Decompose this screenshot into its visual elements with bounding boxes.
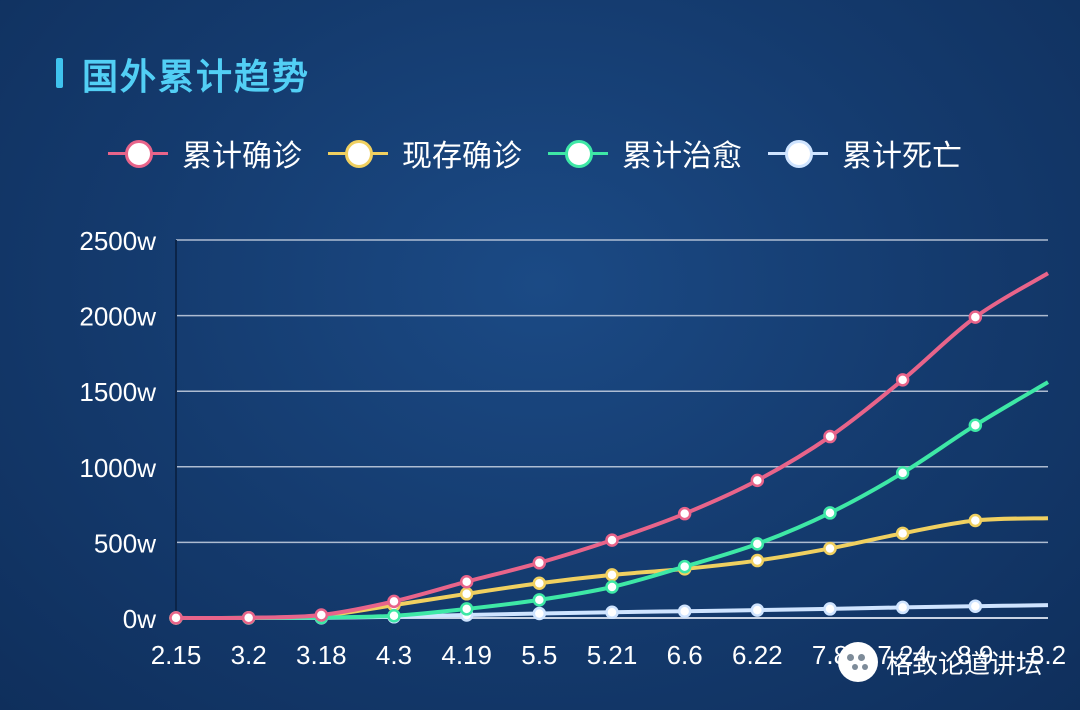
point-confirmed <box>459 574 474 589</box>
y-tick-label: 1000w <box>79 453 156 483</box>
point-deaths <box>895 600 910 615</box>
x-tick-label: 8.2 <box>1030 640 1066 670</box>
x-tick-label: 2.15 <box>151 640 202 670</box>
legend-marker-confirmed <box>108 133 168 173</box>
point-recovered <box>677 559 692 574</box>
series-line-confirmed <box>175 271 1050 620</box>
y-tick-label: 0w <box>123 604 156 634</box>
legend-label-current: 现存确诊 <box>402 139 522 174</box>
y-tick-label: 2000w <box>79 302 156 332</box>
legend-item-confirmed[interactable]: 累计确诊 <box>108 131 302 175</box>
point-deaths <box>823 602 837 616</box>
point-current <box>968 513 983 528</box>
point-confirmed <box>532 556 547 570</box>
x-tick-label: 6.22 <box>732 640 783 670</box>
x-tick-label: 5.21 <box>587 640 638 670</box>
point-confirmed <box>314 608 329 622</box>
point-current <box>532 576 547 590</box>
x-tick-label: 4.19 <box>441 640 492 670</box>
chart-title: 国外累计趋势 <box>82 57 311 98</box>
legend-label-recovered: 累计治愈 <box>622 139 742 174</box>
point-confirmed <box>387 594 401 609</box>
watermark: 格致论道讲坛 <box>838 640 1042 684</box>
x-tick-label: 8.9 <box>957 640 993 670</box>
x-tick-label: 7.24 <box>877 640 928 670</box>
point-deaths <box>677 604 692 618</box>
legend: 累计确诊 现存确诊 累计治愈 累计死亡 <box>108 128 988 178</box>
point-current <box>895 526 910 541</box>
point-recovered <box>895 466 910 480</box>
point-confirmed <box>241 610 256 625</box>
y-tick-label: 500w <box>94 528 156 558</box>
point-confirmed <box>823 429 837 444</box>
legend-item-recovered[interactable]: 累计治愈 <box>548 131 742 175</box>
legend-item-deaths[interactable]: 累计死亡 <box>768 131 962 175</box>
x-tick-label: 3.2 <box>231 640 267 670</box>
point-deaths <box>605 605 619 620</box>
watermark-text: 格致论道讲坛 <box>886 649 1043 680</box>
legend-item-current[interactable]: 现存确诊 <box>328 131 522 175</box>
point-confirmed <box>750 473 765 488</box>
x-tick-label: 3.18 <box>296 640 347 670</box>
point-recovered <box>532 593 547 607</box>
point-recovered <box>750 537 765 551</box>
point-confirmed <box>895 373 910 387</box>
point-confirmed <box>605 533 619 547</box>
point-current <box>750 553 765 568</box>
legend-label-confirmed: 累计确诊 <box>182 139 302 174</box>
point-confirmed <box>169 611 183 625</box>
y-tick-label: 2500w <box>79 226 156 256</box>
point-confirmed <box>677 506 692 521</box>
legend-marker-current <box>328 133 388 173</box>
point-recovered <box>968 418 983 432</box>
point-recovered <box>459 602 474 616</box>
point-deaths <box>532 606 547 621</box>
point-confirmed <box>968 310 983 324</box>
title-accent-bar <box>56 58 63 88</box>
x-tick-label: 5.5 <box>521 640 557 670</box>
point-current <box>459 587 474 601</box>
point-deaths <box>968 599 983 613</box>
point-current <box>605 568 619 582</box>
legend-label-deaths: 累计死亡 <box>842 139 962 174</box>
point-recovered <box>823 506 837 520</box>
series-line-current <box>175 516 1049 620</box>
point-current <box>823 541 837 556</box>
x-tick-label: 4.3 <box>376 640 412 670</box>
legend-marker-deaths <box>768 133 828 173</box>
point-recovered <box>605 580 619 594</box>
point-deaths <box>750 603 765 617</box>
x-tick-label: 6.6 <box>667 640 703 670</box>
legend-marker-recovered <box>548 133 608 173</box>
y-tick-label: 1500w <box>79 377 156 407</box>
wechat-icon <box>838 642 878 682</box>
point-recovered <box>387 608 401 623</box>
